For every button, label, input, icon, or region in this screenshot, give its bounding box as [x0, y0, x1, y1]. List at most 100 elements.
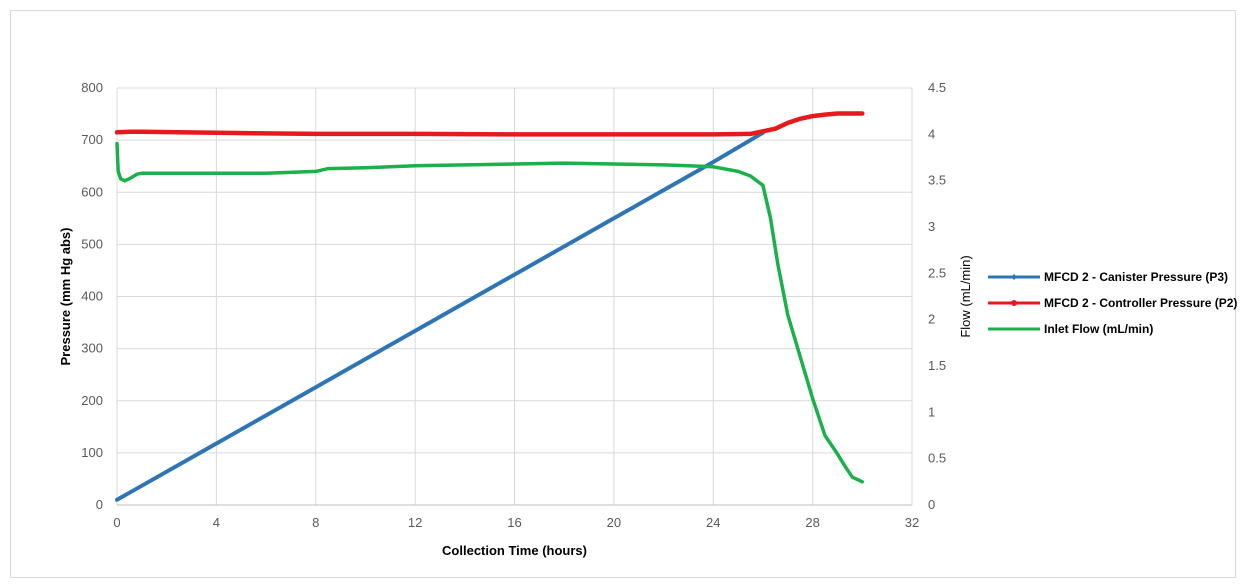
data-point [513, 273, 516, 277]
data-point [264, 171, 268, 175]
data-point [850, 475, 854, 479]
data-point [115, 498, 119, 502]
data-point [165, 171, 169, 175]
legend-label: MFCD 2 - Controller Pressure (P2) [1044, 296, 1237, 310]
y-left-tick-label: 100 [81, 445, 103, 460]
data-point [214, 131, 218, 135]
data-point [115, 130, 119, 134]
data-point [562, 161, 566, 165]
data-point [749, 132, 752, 136]
y-right-tick-label: 4.5 [928, 80, 946, 95]
y-left-tick-label: 500 [81, 236, 103, 251]
data-point [127, 177, 131, 181]
data-point [214, 442, 218, 445]
legend-marker [1011, 274, 1017, 280]
series-line-3 [115, 141, 865, 484]
data-point [363, 166, 367, 170]
data-point [612, 216, 616, 220]
y-right-tick-label: 3 [928, 219, 935, 234]
data-point [811, 114, 815, 118]
data-point [140, 130, 144, 134]
data-point [413, 164, 417, 168]
y-right-tick-label: 2 [928, 312, 935, 327]
y-right-tick-label: 1.5 [928, 358, 946, 373]
y-right-tick-label: 3.5 [928, 173, 946, 188]
data-point [786, 313, 790, 317]
data-point [662, 163, 666, 167]
y-right-tick-label: 2.5 [928, 265, 946, 280]
chart-frame [10, 10, 1236, 578]
y-left-tick-label: 700 [81, 132, 103, 147]
data-point [761, 183, 765, 187]
data-point [612, 132, 616, 136]
data-point [860, 112, 864, 115]
data-point [127, 130, 131, 134]
data-point [326, 167, 330, 171]
data-point [773, 127, 777, 131]
legend: MFCD 2 - Canister Pressure (P3) MFCD 2 - … [988, 270, 1237, 336]
data-point [140, 171, 144, 175]
data-point [836, 112, 839, 115]
data-point [115, 142, 119, 146]
series-line-2 [114, 111, 865, 137]
data-point [119, 177, 123, 181]
y-axis-left-title: Pressure (mm Hg abs) [58, 228, 73, 366]
data-point [823, 113, 827, 117]
legend-marker [1011, 300, 1017, 306]
x-tick-label: 24 [706, 515, 720, 530]
y-right-tick-label: 1 [928, 404, 935, 419]
data-point [513, 162, 516, 166]
data-point [836, 452, 839, 456]
data-point [314, 385, 318, 389]
data-point [413, 329, 417, 333]
data-point [711, 165, 715, 169]
y-right-tick-label: 4 [928, 126, 935, 141]
y-right-tick-label: 0.5 [928, 451, 946, 466]
x-tick-label: 8 [312, 515, 319, 530]
data-point [736, 169, 740, 173]
data-point [798, 117, 802, 121]
legend-label: Inlet Flow (mL/min) [1044, 322, 1153, 336]
y-left-tick-label: 300 [81, 341, 103, 356]
data-point [823, 434, 827, 437]
data-point [798, 355, 802, 359]
y-left-tick-label: 0 [96, 497, 103, 512]
x-tick-label: 12 [408, 515, 422, 530]
data-point [786, 121, 790, 125]
data-point [314, 132, 318, 136]
x-tick-label: 32 [905, 515, 919, 530]
legend-label: MFCD 2 - Canister Pressure (P3) [1044, 270, 1228, 284]
y-left-tick-label: 200 [81, 393, 103, 408]
data-point [314, 169, 318, 173]
y-left-tick-label: 800 [81, 80, 103, 95]
data-point [811, 396, 815, 400]
x-tick-label: 16 [507, 515, 521, 530]
data-point [768, 216, 772, 220]
data-point [413, 132, 417, 136]
data-point [513, 132, 516, 136]
x-axis-title: Collection Time (hours) [442, 543, 587, 558]
data-point [860, 480, 864, 484]
y-left-tick-label: 400 [81, 289, 103, 304]
data-point [612, 162, 616, 166]
gridlines [116, 87, 913, 506]
data-point [843, 464, 847, 468]
x-tick-label: 0 [113, 515, 120, 530]
data-point [686, 164, 690, 168]
data-point [116, 169, 120, 173]
x-tick-label: 28 [805, 515, 819, 530]
y-right-tick-label: 0 [928, 497, 935, 512]
data-point [123, 179, 126, 183]
data-point [135, 172, 139, 176]
data-point [711, 132, 715, 136]
x-tick-label: 4 [213, 515, 220, 530]
data-point [776, 262, 780, 266]
series-lines [114, 111, 865, 502]
data-point [711, 160, 715, 164]
x-tick-label: 20 [607, 515, 621, 530]
y-left-tick-label: 600 [81, 184, 103, 199]
data-point [214, 171, 218, 175]
data-point [749, 174, 752, 178]
